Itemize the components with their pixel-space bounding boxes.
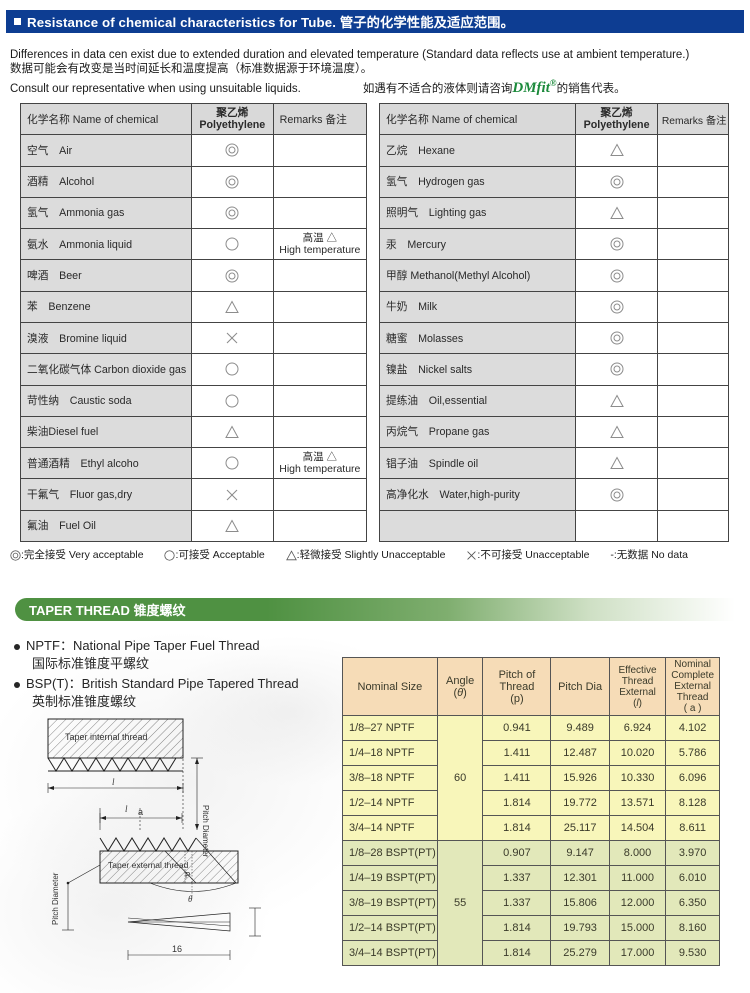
svg-text:Pitch Diameter: Pitch Diameter	[201, 805, 210, 858]
svg-text:Taper external thread: Taper external thread	[108, 860, 189, 870]
svg-text:Taper internal thread: Taper internal thread	[65, 732, 148, 742]
svg-text:16: 16	[172, 944, 182, 954]
svg-text:l: l	[125, 804, 128, 814]
svg-text:a: a	[138, 807, 143, 817]
svg-text:l: l	[112, 777, 115, 787]
svg-text:Pitch Diameter: Pitch Diameter	[51, 872, 60, 925]
